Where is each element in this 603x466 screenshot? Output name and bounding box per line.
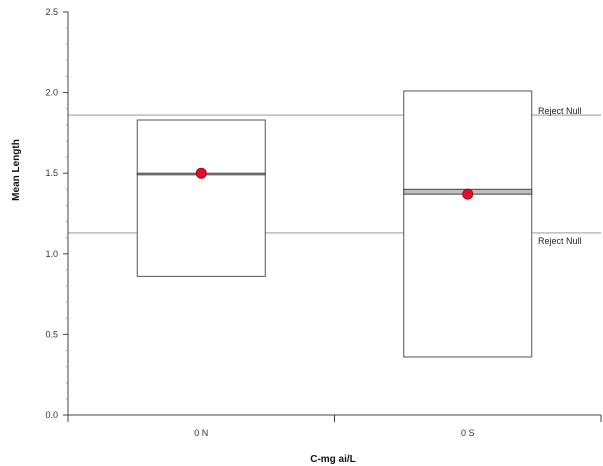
y-axis-title: Mean Length [11, 139, 22, 201]
y-ticks: 0.0 0.5 1.0 1.5 2.0 2.5 [45, 7, 68, 420]
reference-label-lower: Reject Null [538, 236, 582, 246]
x-axis-title: C-mg ai/L [310, 454, 356, 465]
y-tick-label: 1.0 [45, 249, 58, 259]
y-tick-label: 0.0 [45, 410, 58, 420]
y-tick-label: 2.0 [45, 88, 58, 98]
box-rect [136, 119, 266, 277]
boxes [136, 90, 533, 358]
mean-marker [462, 188, 474, 200]
y-tick-label: 0.5 [45, 329, 58, 339]
x-ticks: 0 N 0 S [67, 415, 602, 438]
y-tick-label: 2.5 [45, 7, 58, 17]
reference-label-upper: Reject Null [538, 106, 582, 116]
reference-labels: Reject Null Reject Null [538, 106, 582, 246]
x-tick-label: 0 S [461, 428, 475, 438]
mean-marker [195, 167, 207, 179]
x-tick-label: 0 N [194, 428, 208, 438]
box-rect [403, 90, 533, 358]
y-tick-label: 1.5 [45, 168, 58, 178]
